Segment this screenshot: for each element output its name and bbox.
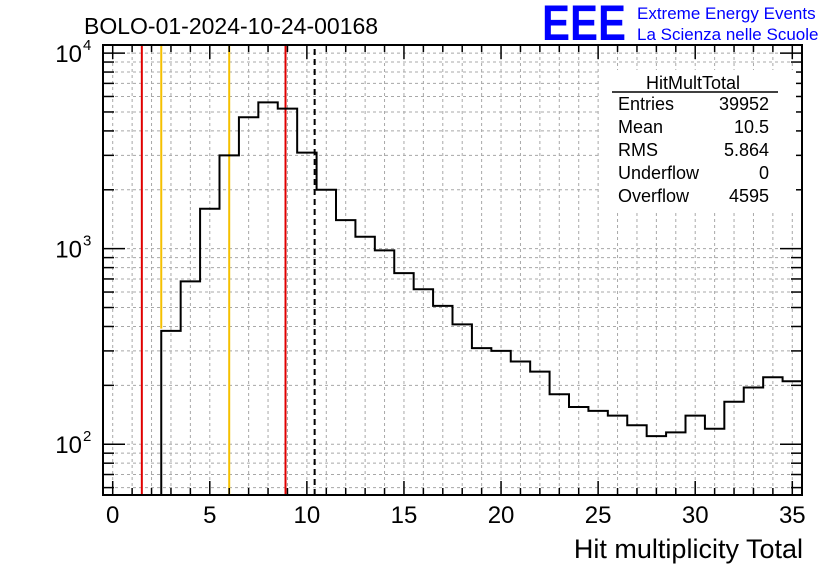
x-tick-label: 5 [203,502,216,529]
stats-row-label: RMS [618,140,658,160]
x-tick-label: 20 [488,502,515,529]
x-tick-labels: 0 5 10 15 20 25 30 35 [106,502,806,529]
stats-row-label: Overflow [618,186,690,206]
histogram-series [160,101,802,495]
stats-row-value: 0 [759,163,769,183]
x-tick-label: 15 [391,502,418,529]
stats-row-value: 39952 [719,94,769,114]
x-tick-label: 30 [682,502,709,529]
x-tick-label: 25 [585,502,612,529]
x-tick-label: 0 [106,502,119,529]
stats-rows: Entries 39952 Mean 10.5 RMS 5.864 Underflow 0 Ov… [618,94,769,206]
y-tick-label-exponent: 2 [83,428,91,445]
y-tick-label-exponent: 3 [83,233,91,250]
x-tick-label: 10 [294,502,321,529]
y-tick-label: 10 [55,432,82,459]
y-tick-label-exponent: 4 [83,37,91,54]
chart-title: BOLO-01-2024-10-24-00168 [84,13,378,39]
axis-ticks [103,45,802,495]
stats-row-value: 5.864 [724,140,769,160]
y-tick-label: 10 [55,41,82,68]
eee-logo-line2: La Scienza nelle Scuole [637,25,818,44]
eee-logo-mark: EEE [542,0,626,51]
eee-logo: EEE Extreme Energy Events La Scienza nel… [542,0,818,51]
stats-row-label: Underflow [618,163,700,183]
plot-frame [102,44,803,496]
grid-lines [103,45,802,495]
x-tick-label: 35 [779,502,806,529]
stats-box-title: HitMultTotal [646,73,740,93]
y-tick-label: 10 [55,237,82,264]
stats-row-label: Mean [618,117,663,137]
stats-row-label: Entries [618,94,674,114]
stats-box: HitMultTotal Entries 39952 Mean 10.5 RMS 5.86… [600,70,796,210]
marker-lines [140,45,316,495]
stats-box-bg [600,70,796,210]
stats-row-value: 4595 [729,186,769,206]
eee-logo-line1: Extreme Energy Events [637,4,816,23]
x-axis-label: Hit multiplicity Total [574,534,803,564]
stats-row-value: 10.5 [734,117,769,137]
